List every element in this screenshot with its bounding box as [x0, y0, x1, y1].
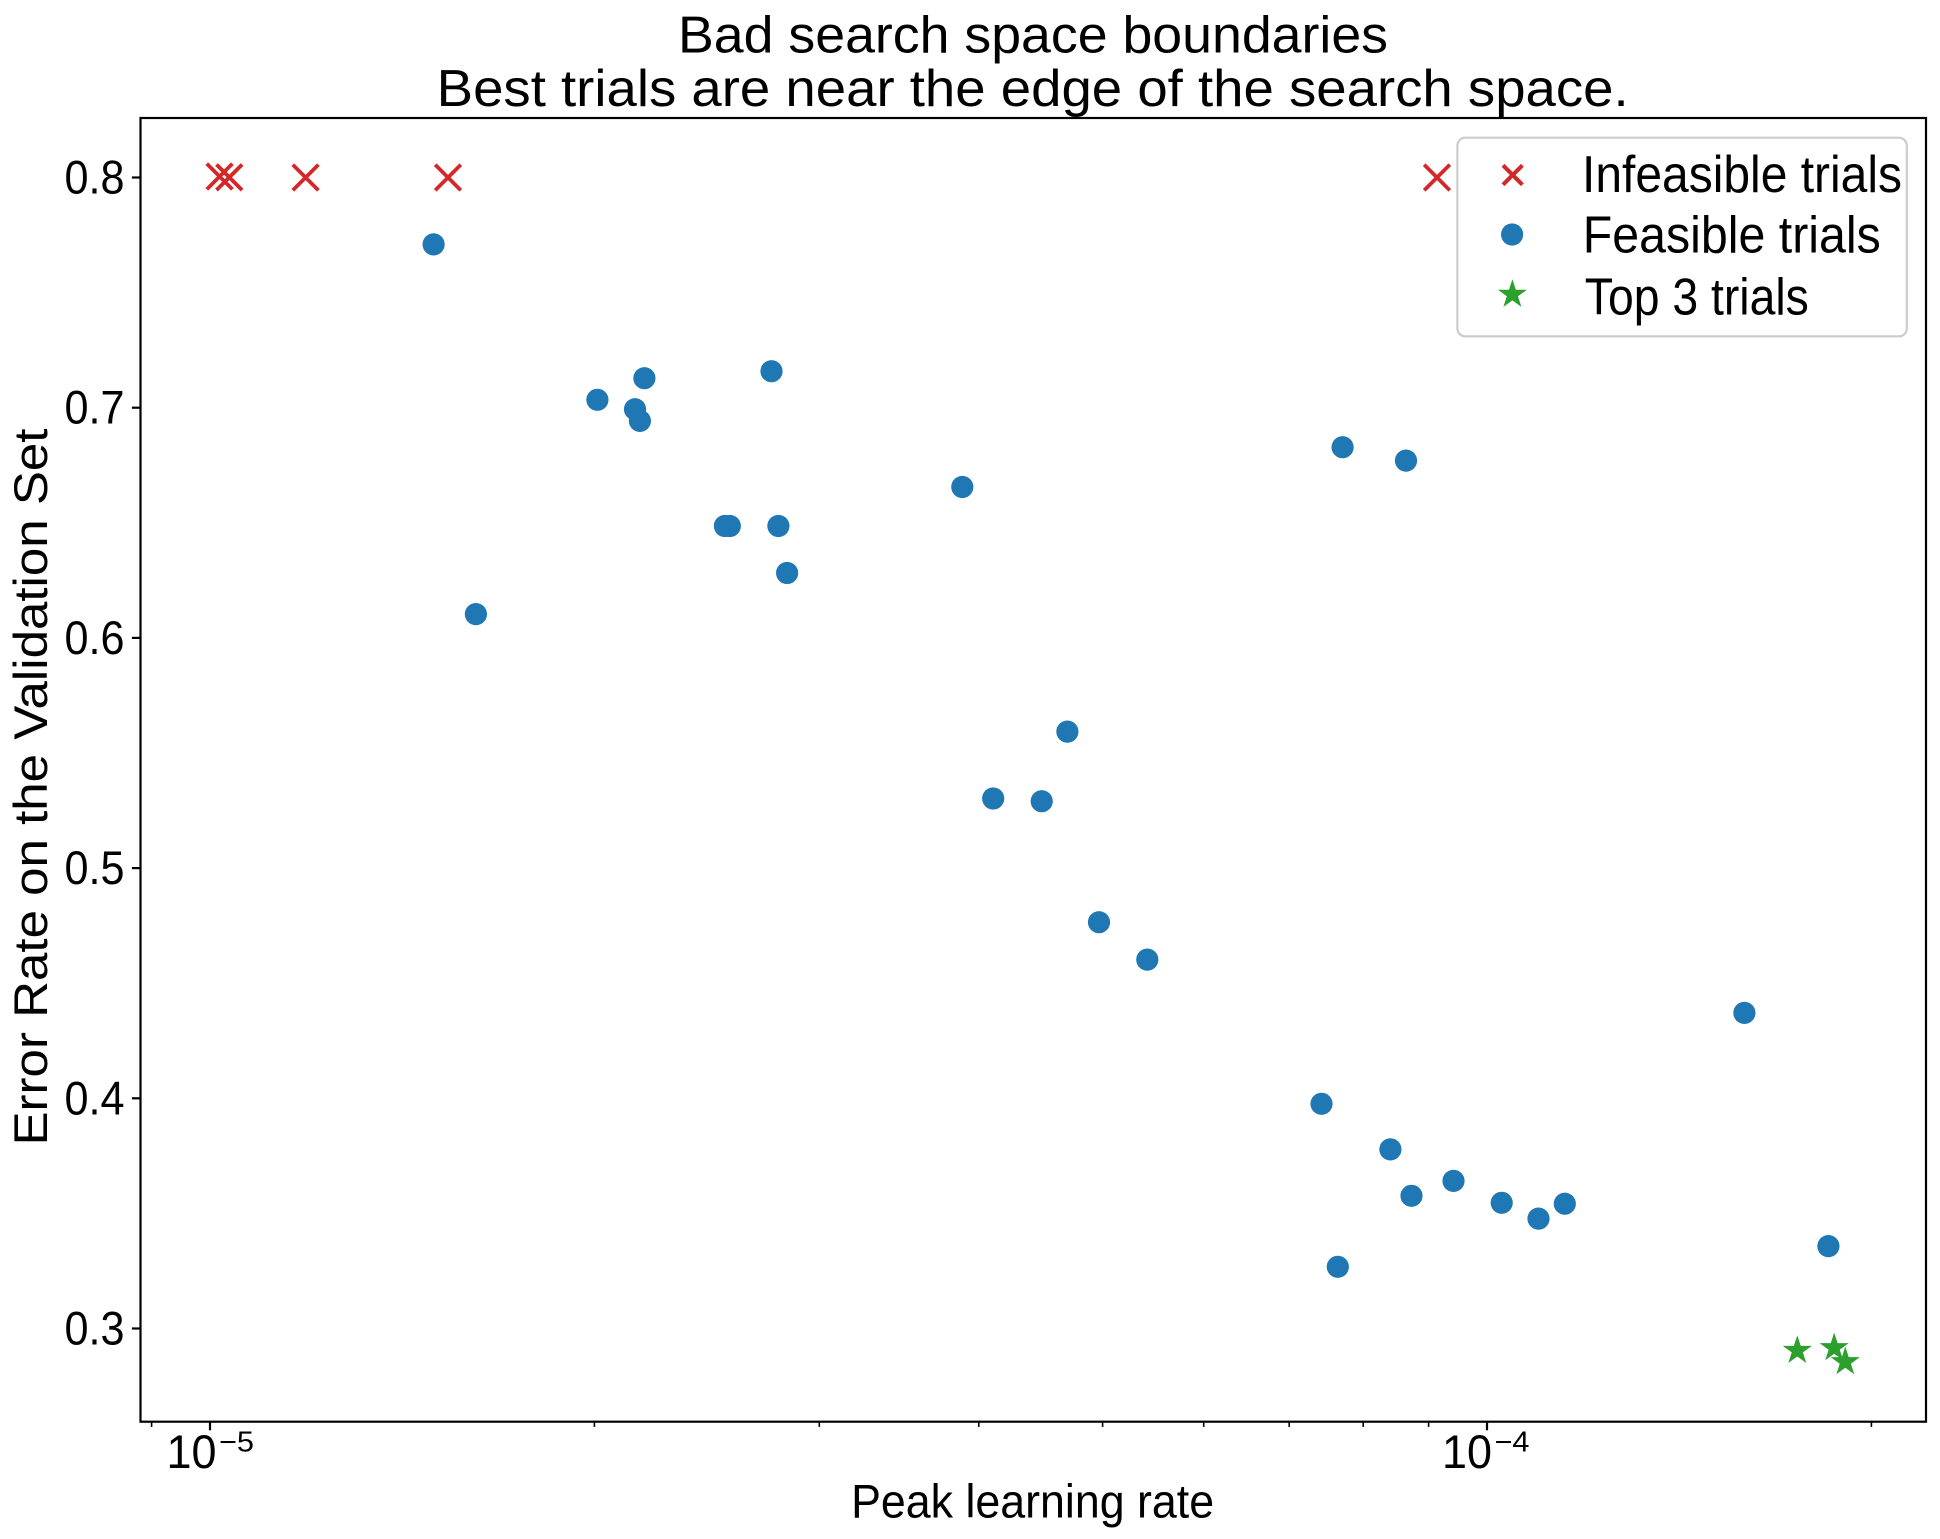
svg-text:Infeasible trials: Infeasible trials	[1582, 145, 1902, 203]
svg-text:10: 10	[167, 1425, 217, 1478]
svg-text:Bad search space boundaries: Bad search space boundaries	[678, 5, 1388, 63]
svg-text:Feasible trials: Feasible trials	[1583, 206, 1881, 264]
svg-text:−5: −5	[219, 1427, 254, 1459]
svg-text:Error Rate on the Validation S: Error Rate on the Validation Set	[4, 429, 57, 1146]
svg-text:−4: −4	[1495, 1427, 1530, 1459]
svg-text:0.6: 0.6	[65, 611, 125, 664]
svg-text:0.4: 0.4	[65, 1071, 125, 1124]
svg-text:0.8: 0.8	[65, 151, 125, 204]
svg-text:Peak learning rate: Peak learning rate	[851, 1475, 1214, 1528]
svg-text:0.3: 0.3	[65, 1302, 125, 1355]
svg-text:0.5: 0.5	[65, 841, 125, 894]
svg-text:0.7: 0.7	[65, 381, 125, 434]
svg-text:Top 3 trials: Top 3 trials	[1585, 268, 1809, 326]
svg-text:Best trials are near the edge: Best trials are near the edge of the sea…	[437, 59, 1629, 117]
svg-text:10: 10	[1442, 1425, 1492, 1478]
